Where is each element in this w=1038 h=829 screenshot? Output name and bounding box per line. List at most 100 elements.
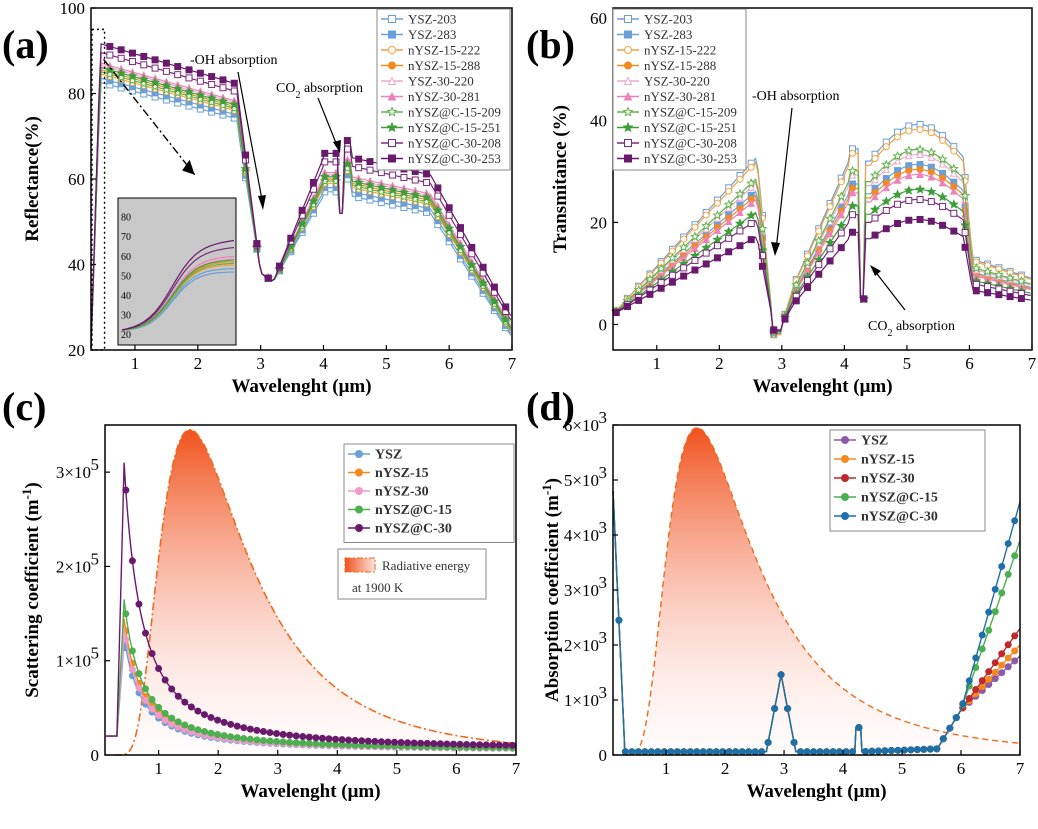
- y-tick-exponent: 3: [599, 683, 608, 702]
- series-marker: [747, 163, 755, 171]
- series-marker: [995, 291, 1003, 299]
- series-marker: [882, 225, 890, 233]
- series-nYSZ@C-30-253: [90, 42, 512, 348]
- series-marker: [881, 195, 892, 206]
- series-marker: [803, 748, 811, 756]
- series-marker: [965, 677, 973, 685]
- x-tick-label: 7: [508, 354, 517, 373]
- y-tick-label: 40: [68, 256, 85, 275]
- x-axis-label: Wavelenght (μm): [746, 781, 886, 802]
- series-marker: [869, 204, 881, 214]
- series-marker: [478, 280, 489, 291]
- series-marker: [725, 234, 733, 242]
- series-marker: [960, 219, 971, 230]
- annotation-oh-arrow-head: [258, 195, 266, 210]
- series-marker: [161, 676, 169, 684]
- series-marker: [384, 738, 392, 746]
- series-marker: [712, 234, 723, 244]
- annotation-co2-arrow: [317, 97, 339, 149]
- series-marker: [411, 176, 419, 184]
- series-marker: [387, 189, 398, 199]
- series-marker: [813, 235, 824, 246]
- series-marker: [355, 450, 363, 458]
- series-marker: [810, 748, 818, 756]
- series-marker: [444, 227, 455, 237]
- series-marker: [882, 165, 891, 173]
- series-marker: [644, 274, 655, 284]
- series-marker: [140, 53, 148, 61]
- series-marker: [706, 748, 714, 756]
- series-marker: [128, 666, 136, 674]
- panel-label-a: (a): [2, 22, 49, 67]
- series-marker: [128, 557, 136, 565]
- series-marker: [904, 171, 913, 180]
- series-marker: [410, 189, 421, 200]
- series-marker: [747, 236, 755, 244]
- series-marker: [871, 231, 879, 239]
- series-marker: [1004, 570, 1012, 578]
- series-marker: [162, 59, 170, 67]
- legend-entry: nYSZ-15-222: [644, 43, 716, 58]
- series-marker: [150, 81, 161, 91]
- series-marker: [1017, 295, 1025, 303]
- x-axis-label: Wavelenght (μm): [231, 376, 371, 397]
- series-marker: [1011, 647, 1019, 655]
- y-tick-label: 20: [590, 213, 607, 232]
- series-marker: [174, 718, 182, 726]
- series-marker: [273, 737, 281, 745]
- series-marker: [240, 724, 248, 732]
- inset-series-line: [121, 259, 235, 331]
- series-marker: [142, 685, 150, 693]
- inset-y-tick-label: 20: [121, 330, 131, 341]
- series-marker: [214, 716, 222, 724]
- series-marker: [355, 164, 363, 172]
- series-marker: [207, 714, 215, 722]
- inset-y-tick-label: 50: [121, 271, 131, 282]
- legend-entry: nYSZ@C-30: [861, 510, 938, 525]
- series-marker: [998, 661, 1006, 669]
- series-marker: [490, 283, 498, 291]
- series-marker: [219, 76, 227, 84]
- series-marker: [117, 46, 125, 54]
- series-marker: [127, 71, 138, 81]
- inset-series-line: [121, 239, 235, 331]
- series-marker: [612, 309, 620, 317]
- series-marker: [770, 326, 778, 334]
- series-marker: [502, 303, 510, 311]
- series-marker: [758, 748, 766, 756]
- x-tick-label: 2: [715, 354, 724, 373]
- series-marker: [463, 740, 471, 748]
- x-tick-label: 6: [452, 759, 461, 778]
- y-axis-label-sup: -1: [19, 489, 34, 500]
- y-axis-label: Scattering coefficient (m-1): [19, 482, 44, 698]
- series-marker: [961, 243, 969, 251]
- legend-entry: nYSZ@C-30: [375, 522, 452, 537]
- legend-entry: YSZ-30-220: [644, 74, 710, 89]
- series-marker: [388, 15, 396, 23]
- y-axis-label-main: Scattering coefficient (m: [22, 499, 43, 698]
- series-marker: [882, 183, 891, 192]
- inset-y-tick-label: 70: [121, 232, 131, 243]
- series-marker: [916, 195, 924, 203]
- legend-box: [343, 443, 515, 543]
- series-marker: [624, 30, 632, 39]
- x-tick-label: 1: [131, 354, 140, 373]
- annotation-co2: CO2 absorption: [868, 319, 955, 339]
- y-tick-label: 3×10: [56, 463, 91, 482]
- series-marker: [668, 271, 676, 279]
- annotation-co2-sub: 2: [887, 328, 892, 339]
- series-marker: [978, 631, 986, 639]
- y-tick-label: 2×10: [56, 557, 91, 576]
- series-marker: [185, 66, 193, 74]
- series-marker: [907, 746, 915, 754]
- series-marker: [181, 698, 189, 706]
- series-marker: [1011, 517, 1019, 525]
- x-tick-label: 4: [319, 354, 328, 373]
- series-marker: [736, 193, 744, 202]
- series-marker: [259, 736, 267, 744]
- series-marker: [104, 64, 115, 75]
- series-marker: [623, 91, 633, 101]
- series-marker: [135, 670, 143, 678]
- series-marker: [781, 315, 789, 323]
- series-marker: [746, 178, 757, 188]
